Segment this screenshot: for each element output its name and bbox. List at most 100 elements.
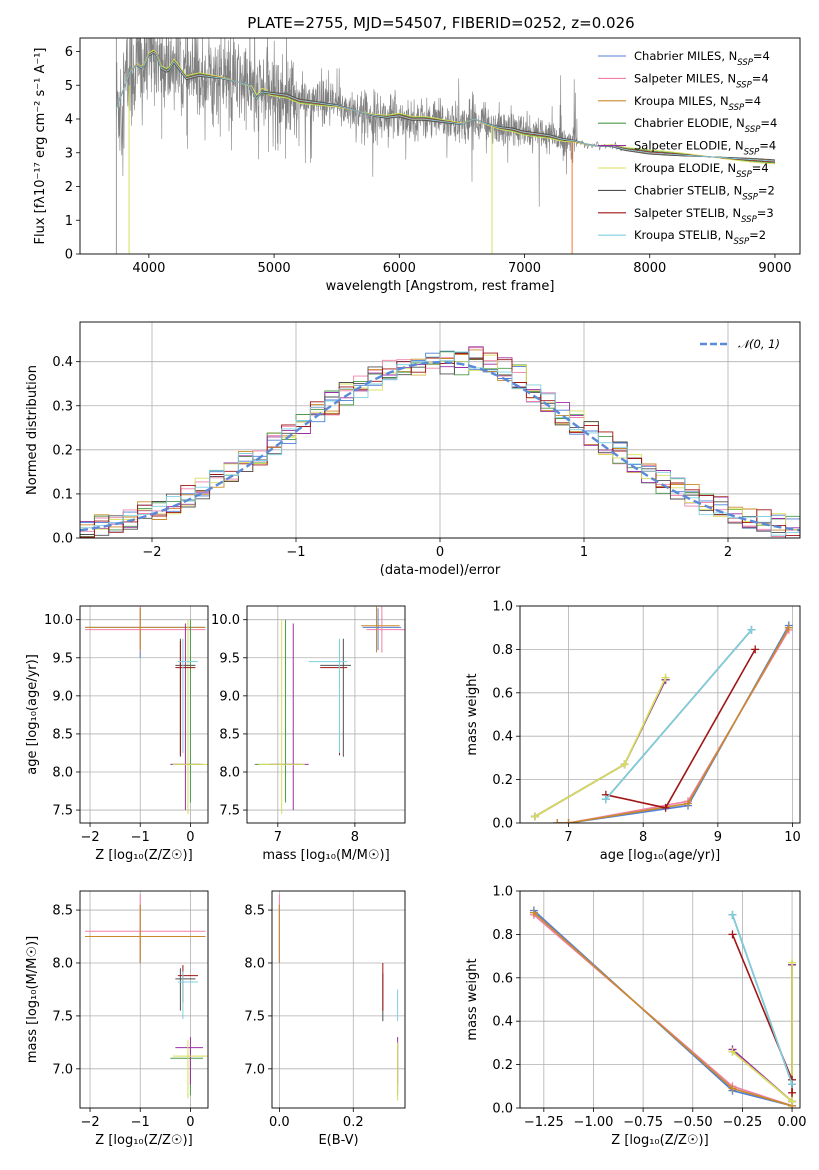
- legend-entry: Kroupa MILES, NSSP=4: [634, 94, 761, 113]
- ebv-mass-axes: 0.0 0.2 7.0 7.5 8.0 8.5 E(B-V): [244, 890, 406, 1148]
- x-tick-label: −1.00: [574, 1115, 614, 1130]
- x-tick-label: 1: [580, 545, 588, 560]
- axes-frame: [79, 37, 801, 255]
- y-axis-label: Normed distribution: [25, 365, 40, 495]
- weight-series-line: [534, 677, 667, 818]
- x-tick-label: 0: [436, 545, 444, 560]
- legend-suffix: =4: [744, 94, 761, 108]
- x-axis-label: Z [log₁₀(Z/Z☉)]: [95, 848, 192, 863]
- legend-subscript: SSP: [734, 237, 750, 247]
- y-tick-label: 7.5: [52, 1009, 73, 1024]
- x-axis-label: mass [log₁₀(M/M☉)]: [262, 848, 389, 863]
- x-tick-label: 8: [351, 830, 359, 845]
- plot-area: [254, 606, 405, 814]
- x-tick-label: 7: [274, 830, 282, 845]
- x-tick-label: 0: [186, 830, 194, 845]
- y-axis-label: mass [log₁₀(M/M☉)]: [25, 936, 40, 1063]
- x-tick-label: 7: [564, 830, 572, 845]
- y-tick-label: 7.5: [219, 804, 240, 819]
- legend-subscript: SSP: [744, 148, 760, 158]
- y-tick-label: 8.0: [244, 956, 265, 971]
- x-tick-label: 0: [186, 1115, 194, 1130]
- y-tick-label: 10.0: [211, 613, 240, 628]
- x-tick-label: −2: [80, 830, 99, 845]
- x-tick-label: −2: [80, 1115, 99, 1130]
- y-tick-label: 1.0: [492, 600, 513, 615]
- y-tick-label: 7.5: [52, 804, 73, 819]
- x-axis-label: Z [log₁₀(Z/Z☉)]: [611, 1133, 708, 1148]
- x-tick-label: 2: [724, 545, 732, 560]
- z-age-axes: −2 −1 0 7.5 8.0 8.5 9.0 9.5 10.0 Z [log₁₀(Z/Z☉)] a…: [25, 605, 209, 863]
- x-tick-label: 0.00: [778, 1115, 807, 1130]
- legend-suffix: =4: [752, 161, 769, 175]
- weight-series-line: [731, 964, 793, 1104]
- y-tick-label: 8.0: [52, 765, 73, 780]
- y-tick-label: 2: [65, 180, 73, 195]
- y-tick-label: 0.2: [492, 773, 513, 788]
- legend-subscript: SSP: [737, 58, 753, 68]
- y-tick-label: 9.0: [52, 689, 73, 704]
- y-tick-label: 0.4: [492, 730, 513, 745]
- x-tick-label: 4000: [132, 261, 165, 276]
- x-axis-label: E(B-V): [318, 1133, 358, 1148]
- y-axis-label: Flux [fλ10⁻¹⁷ erg cm⁻² s⁻¹ A⁻¹]: [33, 48, 48, 245]
- y-tick-label: 0: [65, 248, 73, 263]
- x-axis-label: Z [log₁₀(Z/Z☉)]: [95, 1133, 192, 1148]
- y-axis-label: mass weight: [465, 958, 480, 1040]
- axes-frame: [519, 605, 801, 824]
- y-tick-label: 1.0: [492, 885, 513, 900]
- y-axis-label: age [log₁₀(age/yr)]: [25, 654, 40, 775]
- plot-area: [85, 606, 208, 814]
- y-tick-label: 4: [65, 113, 73, 128]
- y-tick-label: 8.5: [244, 904, 265, 919]
- y-tick-label: 8.5: [52, 727, 73, 742]
- y-tick-label: 0.0: [52, 532, 73, 547]
- model-line: [115, 49, 776, 165]
- y-tick-label: 0.2: [492, 1058, 513, 1073]
- y-tick-label: 9.0: [219, 689, 240, 704]
- weight-series-line: [731, 914, 793, 1085]
- residual-histogram-axes: −2 −1 0 1 2 0.0 0.1 0.2 0.3 0.4 (data-model)/error…: [25, 321, 801, 578]
- x-tick-label: −1.25: [524, 1115, 564, 1130]
- x-tick-label: −0.50: [673, 1115, 713, 1130]
- x-tick-label: 7000: [508, 261, 541, 276]
- plot-area: [80, 346, 800, 538]
- axes-frame: [271, 890, 406, 1109]
- weight-series-line: [731, 934, 793, 1093]
- y-tick-label: 9.5: [219, 651, 240, 666]
- y-tick-label: 0.8: [492, 643, 513, 658]
- mass-age-axes: 7 8 7.5 8.0 8.5 9.0 9.5 10.0 mass [log₁₀(M/M☉)]: [211, 605, 406, 863]
- legend-suffix: =2: [749, 228, 766, 242]
- x-axis-label: age [log₁₀(age/yr)]: [600, 848, 721, 863]
- x-tick-label: −1: [131, 830, 150, 845]
- data-spectrum-line: [116, 38, 625, 207]
- x-tick-label: 5000: [258, 261, 291, 276]
- figure-title: PLATE=2755, MJD=54507, FIBERID=0252, z=0…: [247, 14, 634, 32]
- x-tick-label: −0.25: [722, 1115, 762, 1130]
- axes-frame: [519, 890, 801, 1109]
- y-tick-label: 3: [65, 146, 73, 161]
- weight-series-line: [557, 627, 790, 823]
- weight-series-line: [534, 679, 667, 818]
- x-tick-label: 0.2: [343, 1115, 364, 1130]
- legend-entry: Salpeter MILES, NSSP=4: [634, 71, 769, 90]
- axes-frame: [246, 605, 406, 824]
- y-tick-label: 7.5: [244, 1009, 265, 1024]
- y-tick-label: 0.8: [492, 928, 513, 943]
- y-tick-label: 0.6: [492, 686, 513, 701]
- x-tick-label: −1: [286, 545, 305, 560]
- y-tick-label: 1: [65, 214, 73, 229]
- y-tick-label: 0.2: [52, 443, 73, 458]
- y-tick-label: 0.4: [492, 1015, 513, 1030]
- spectrum-axes: 4000 5000 6000 7000 8000 9000 0 1 2 3 4 5 6 wavelengt…: [33, 37, 801, 294]
- mass-weight-z-axes: −1.25 −1.00 −0.75 −0.50 −0.25 0.00 0.0 0.2 0.4 0.…: [465, 885, 807, 1149]
- plot-area: [85, 894, 208, 1099]
- model-line: [115, 51, 776, 162]
- x-tick-label: 9: [714, 830, 722, 845]
- weight-series-line: [534, 679, 667, 818]
- legend-suffix: =4: [752, 71, 769, 85]
- y-tick-label: 8.0: [219, 765, 240, 780]
- weight-series-line: [533, 914, 793, 1107]
- legend-suffix: =4: [753, 49, 770, 63]
